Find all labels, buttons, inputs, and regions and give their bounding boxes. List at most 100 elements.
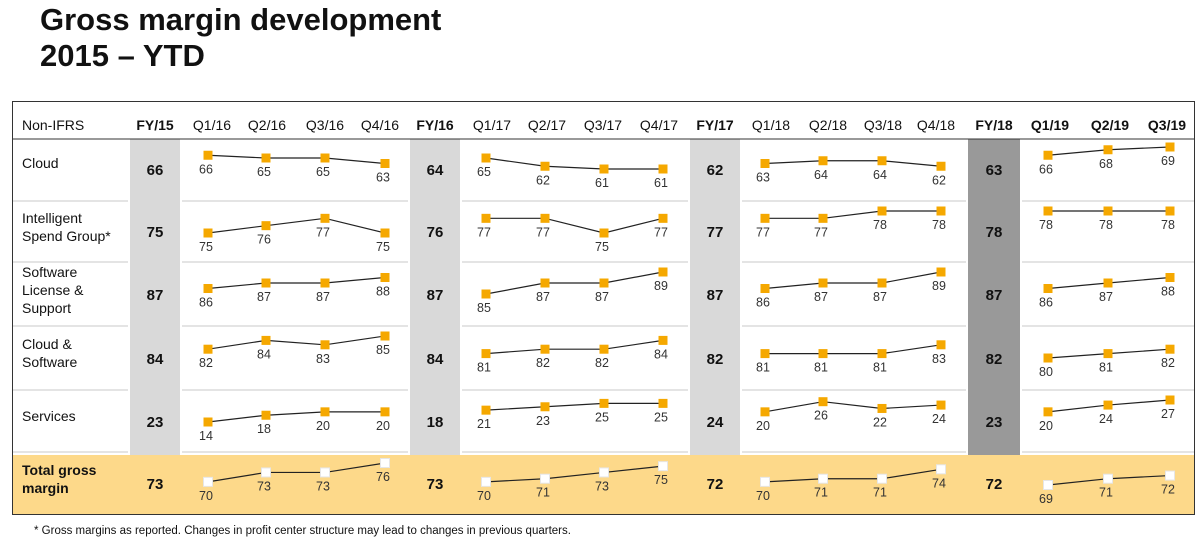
data-label: 89: [654, 279, 668, 293]
data-label: 86: [1039, 296, 1053, 310]
data-point: [540, 161, 550, 171]
fy-value: 78: [985, 224, 1003, 241]
data-label: 81: [814, 361, 828, 375]
data-point: [540, 278, 550, 288]
data-label: 89: [932, 279, 946, 293]
data-point: [760, 284, 770, 293]
data-label: 81: [756, 361, 770, 375]
data-point: [540, 344, 550, 354]
fy-column-band: [130, 139, 180, 455]
data-point: [599, 467, 609, 478]
series-line: [207, 276, 386, 290]
fy-value: 66: [146, 161, 164, 179]
fy-column-band: [690, 139, 740, 455]
data-point: [261, 153, 271, 163]
data-label: 63: [756, 171, 770, 185]
data-point: [320, 340, 330, 350]
data-point: [203, 344, 213, 354]
data-label: 81: [477, 361, 491, 375]
column-header-quarter: Q3/17: [583, 117, 623, 133]
data-point: [818, 473, 828, 484]
column-header-quarter: Q4/16: [360, 117, 400, 133]
data-label: 75: [654, 473, 668, 487]
data-point: [1043, 284, 1053, 293]
data-label: 87: [595, 290, 609, 304]
data-label: 20: [376, 419, 390, 433]
data-point: [203, 417, 213, 427]
data-point: [936, 206, 946, 216]
column-header-quarter: Q1/17: [472, 117, 512, 133]
data-point: [320, 278, 330, 288]
data-label: 72: [1161, 483, 1175, 497]
series-line: [207, 411, 385, 423]
data-label: 70: [756, 489, 770, 503]
column-header-quarter: Q4/17: [639, 117, 679, 133]
data-label: 83: [316, 352, 330, 366]
title-line-2: 2015 – YTD: [40, 38, 205, 73]
data-label: 20: [1039, 419, 1053, 433]
column-header-fy: FY/15: [136, 117, 174, 133]
data-point: [658, 335, 668, 345]
data-point: [760, 407, 770, 417]
data-label: 82: [1161, 356, 1175, 370]
data-label: 73: [257, 479, 271, 493]
data-point: [1103, 400, 1113, 410]
data-label: 25: [595, 410, 609, 424]
data-point: [760, 159, 770, 168]
data-point: [760, 349, 770, 359]
column-header-quarter: Q3/18: [863, 117, 903, 133]
column-header-quarter: Q2/18: [808, 117, 848, 133]
column-header-fy: FY/18: [975, 117, 1013, 133]
column-header-quarter: Q2/17: [527, 117, 567, 133]
data-point: [1165, 344, 1175, 354]
data-point: [261, 335, 271, 345]
data-point: [818, 278, 828, 288]
data-label: 74: [932, 476, 946, 490]
series-line: [764, 160, 942, 167]
data-label: 77: [654, 225, 668, 239]
series-line: [764, 468, 942, 483]
data-label: 23: [536, 414, 550, 428]
series-line: [765, 344, 942, 355]
fy-value: 23: [146, 413, 164, 431]
fy-value: 84: [146, 350, 164, 368]
series-line: [485, 465, 664, 483]
fy-value: 64: [426, 161, 444, 179]
data-label: 61: [654, 176, 668, 190]
data-point: [1043, 480, 1053, 490]
data-point: [877, 156, 887, 166]
data-label: 84: [654, 347, 668, 361]
data-point: [261, 410, 271, 420]
series-line: [486, 217, 664, 234]
data-label: 73: [595, 479, 609, 493]
data-label: 76: [257, 233, 271, 247]
data-label: 77: [477, 225, 491, 239]
data-label: 65: [257, 165, 271, 179]
data-label: 71: [1099, 486, 1113, 500]
data-label: 64: [873, 168, 887, 182]
data-point: [1043, 150, 1053, 160]
fy-value: 72: [985, 476, 1003, 493]
data-label: 61: [595, 176, 609, 190]
data-point: [1165, 470, 1175, 481]
data-label: 27: [1161, 407, 1175, 421]
data-point: [320, 153, 330, 163]
data-point: [658, 213, 668, 223]
data-point: [1043, 353, 1053, 363]
data-label: 77: [316, 225, 330, 239]
row-label: Services: [22, 408, 76, 424]
data-label: 84: [257, 347, 271, 361]
data-label: 21: [477, 417, 491, 431]
column-header-fy: FY/17: [696, 117, 734, 133]
fy-value: 82: [985, 350, 1003, 368]
data-point: [380, 458, 390, 468]
data-point: [1103, 278, 1113, 288]
data-point: [261, 467, 271, 478]
data-point: [658, 461, 668, 472]
data-point: [599, 344, 609, 354]
data-point: [599, 228, 609, 238]
data-label: 82: [595, 356, 609, 370]
data-point: [481, 213, 491, 223]
data-point: [320, 407, 330, 417]
row-label: Support: [22, 300, 72, 316]
